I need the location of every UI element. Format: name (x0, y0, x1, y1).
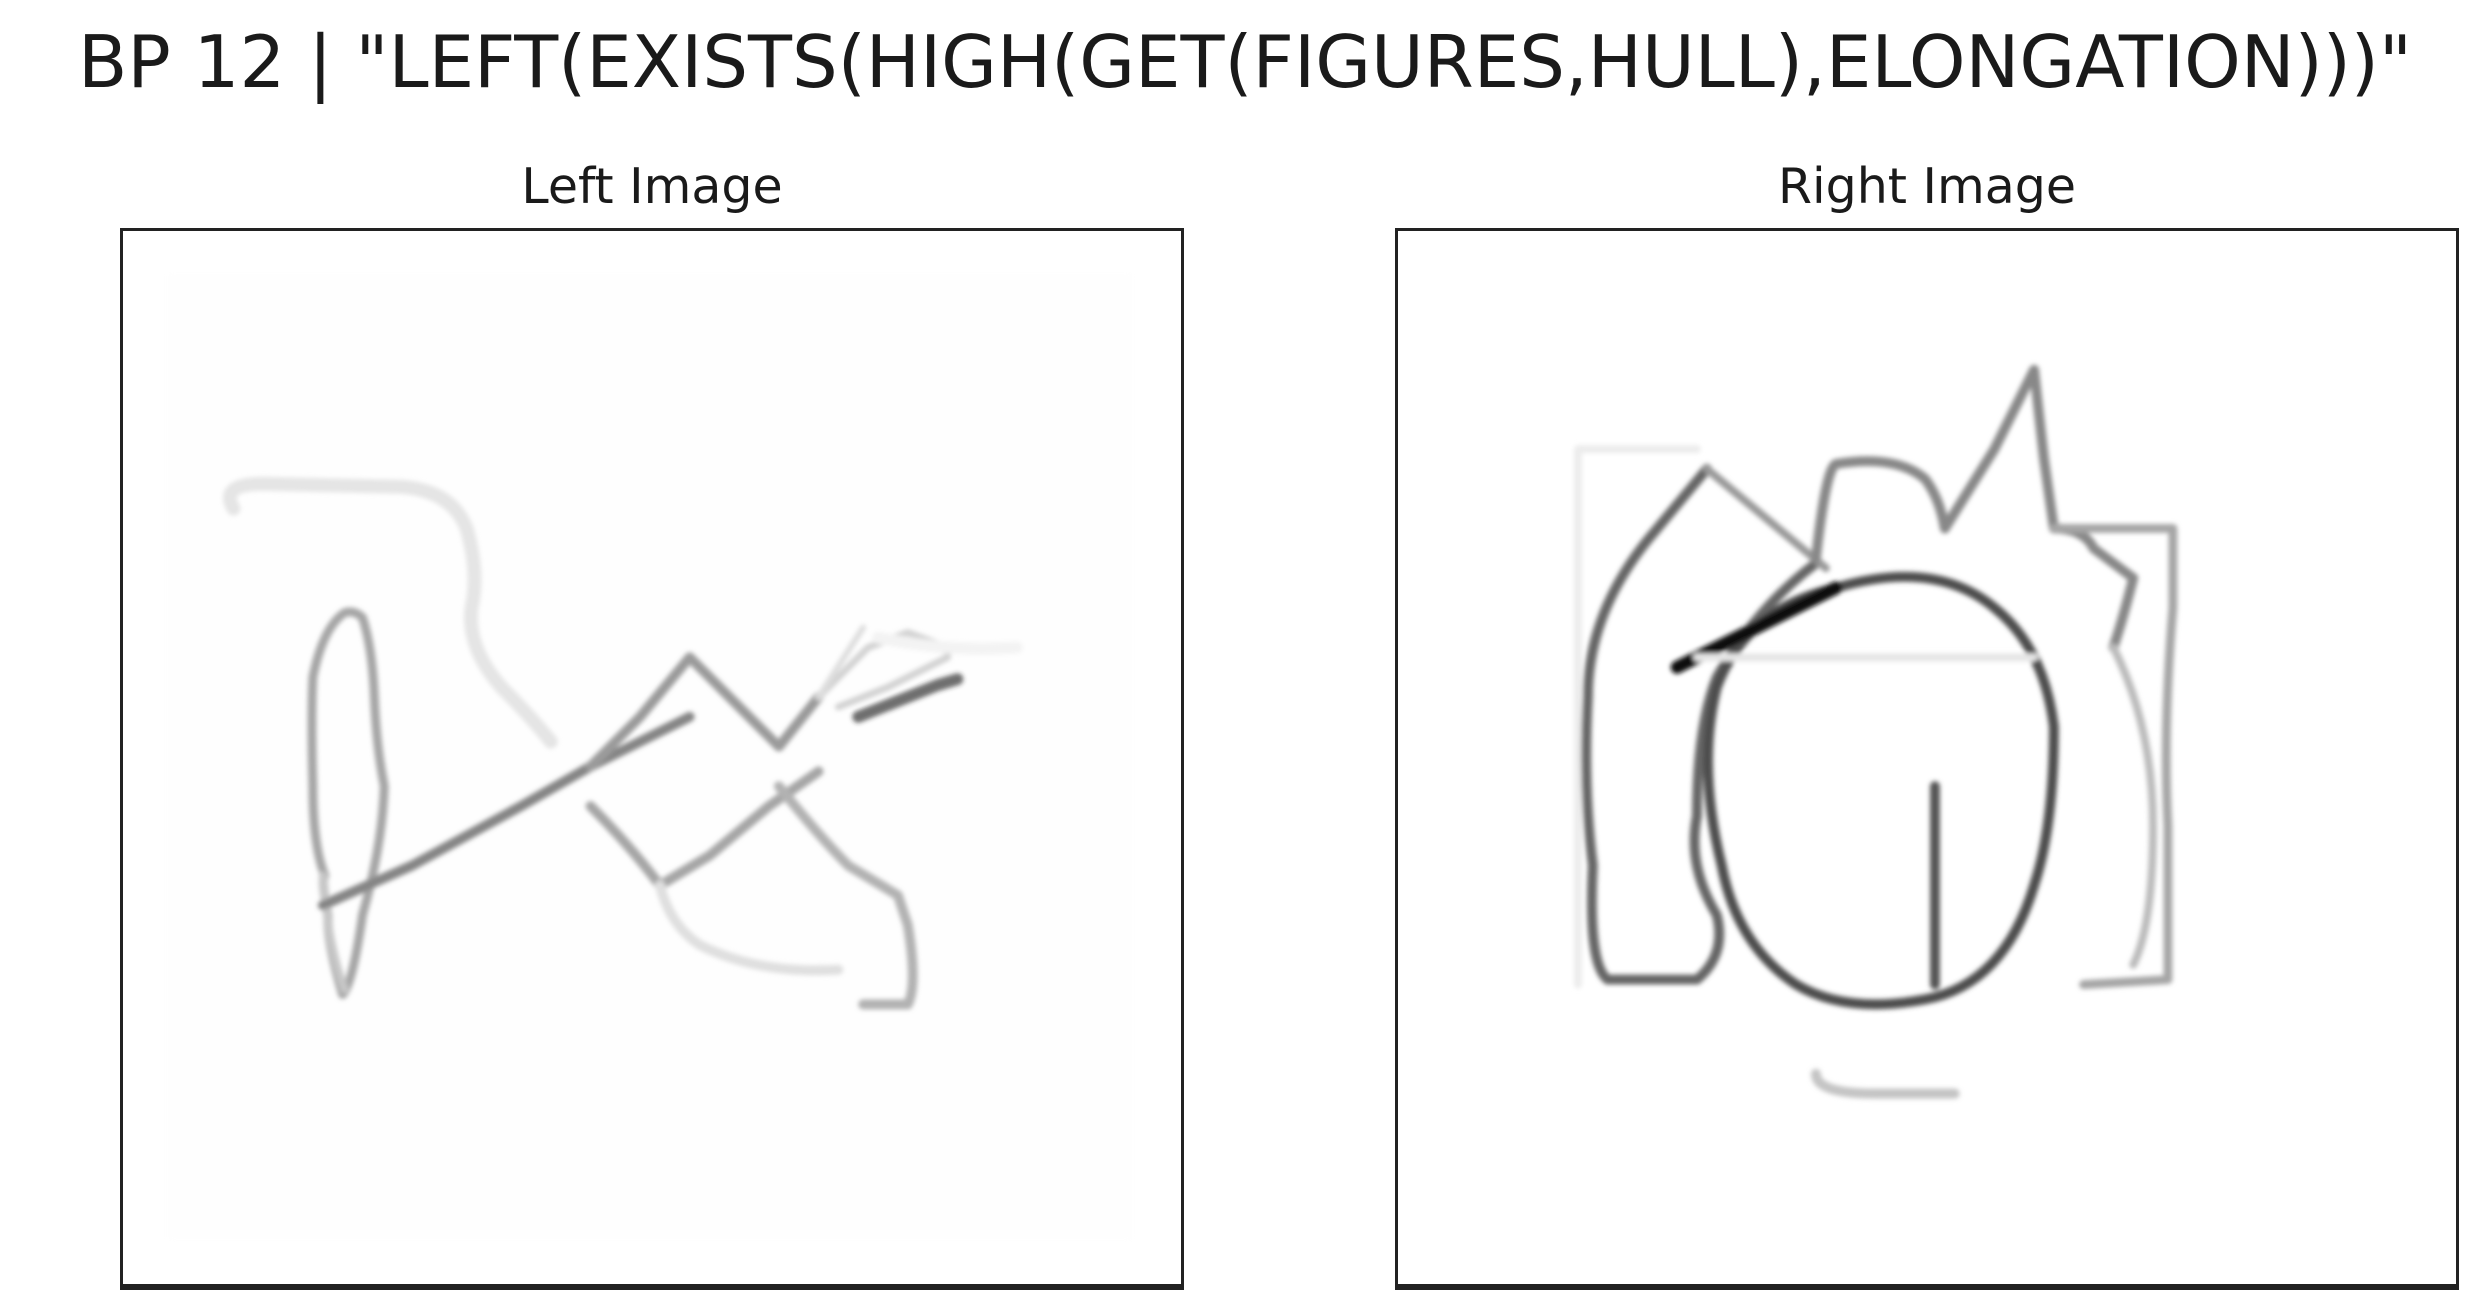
left-image-title: Left Image (521, 158, 783, 215)
left-image-sketch (164, 270, 1136, 1243)
figure-title: BP 12 | "LEFT(EXISTS(HIGH(GET(FIGURES,HU… (77, 20, 2413, 104)
right-image-sketch (1574, 364, 2178, 1099)
left-image-panel (120, 228, 1184, 1290)
right-image-panel (1395, 228, 2459, 1290)
right-image-title: Right Image (1777, 158, 2077, 215)
